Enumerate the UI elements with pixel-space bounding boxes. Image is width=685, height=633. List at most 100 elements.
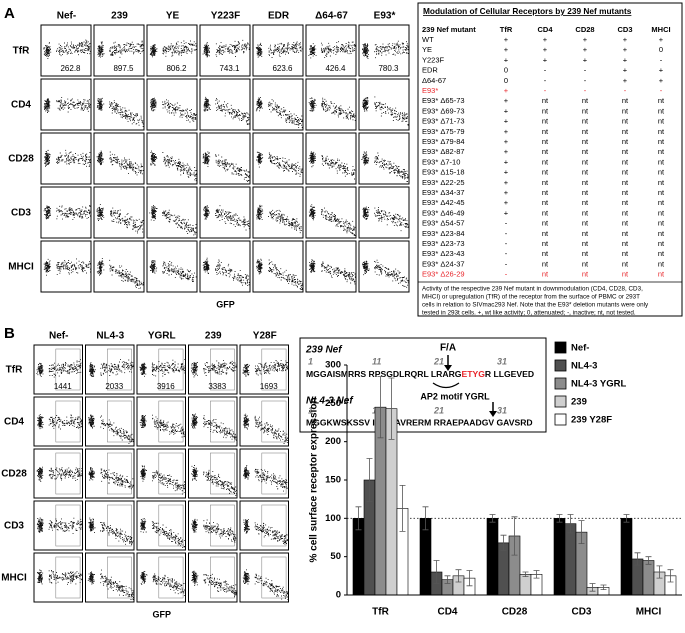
- dot-plot: [190, 360, 237, 378]
- table-cell: E93* Δ34-37: [422, 188, 465, 197]
- bar: [620, 518, 633, 596]
- table-cell: +: [583, 45, 588, 54]
- table-cell: nt: [582, 96, 589, 105]
- dot-plot: [96, 203, 144, 234]
- table-cell: +: [659, 66, 664, 75]
- dot-plot: [43, 39, 91, 59]
- table-cell: nt: [622, 137, 629, 146]
- motif-arrow: [432, 382, 460, 389]
- dot-plot: [96, 257, 144, 289]
- table-cell: 0: [504, 66, 508, 75]
- dot-plot: [203, 205, 250, 231]
- table-cell: nt: [622, 178, 629, 187]
- dot-plot: [191, 465, 237, 496]
- table-frame: [417, 2, 683, 317]
- table-cell: +: [623, 45, 628, 54]
- table-cell: nt: [622, 229, 629, 238]
- row-header: CD3: [4, 521, 24, 532]
- column-header: 239: [205, 331, 222, 342]
- table-header: TfR: [500, 25, 513, 34]
- table-header: CD4: [537, 25, 553, 34]
- table-cell: nt: [542, 127, 549, 136]
- dot-plot: [150, 97, 197, 123]
- error-bar: [522, 571, 529, 577]
- legend-label: 239 Y28F: [571, 415, 612, 426]
- dot-plot: [362, 40, 409, 60]
- table-cell: Y223F: [422, 55, 445, 64]
- table-cell: nt: [582, 117, 589, 126]
- table-cell: +: [504, 96, 509, 105]
- x-axis-label: GFP: [152, 609, 171, 619]
- plot-frame: [85, 552, 135, 603]
- table-cell: nt: [622, 239, 629, 248]
- table-cell: nt: [622, 249, 629, 258]
- table-cell: +: [623, 55, 628, 64]
- gate: [55, 348, 81, 391]
- dot-plot: [36, 517, 83, 535]
- row-header: TfR: [13, 46, 30, 57]
- table-cell: nt: [658, 239, 665, 248]
- gate: [261, 452, 287, 495]
- sequence-part: ETYG: [462, 369, 486, 379]
- dot-plot: [202, 151, 250, 182]
- plot-frame: [136, 500, 186, 551]
- table-cell: +: [504, 106, 509, 115]
- dot-plot: [242, 413, 289, 444]
- table-cell: nt: [582, 249, 589, 258]
- table-cell: nt: [542, 96, 549, 105]
- table-cell: +: [583, 55, 588, 64]
- table-cell: +: [504, 127, 509, 136]
- dot-plot: [191, 518, 237, 543]
- dot-plot: [309, 259, 356, 285]
- dot-plot: [308, 41, 356, 59]
- table-footnote: tested in 293t cells. +, wt like activit…: [422, 310, 636, 317]
- gate: [107, 452, 132, 495]
- table-footnote: Activity of the respective 239 Nef mutan…: [422, 286, 643, 293]
- table-cell: nt: [582, 208, 589, 217]
- plot-frame: [199, 78, 251, 131]
- table-cell: Δ64-67: [422, 76, 446, 85]
- dot-plot: [140, 465, 186, 495]
- table-cell: nt: [582, 229, 589, 238]
- gate: [210, 452, 235, 495]
- legend-label: NL4-3: [571, 361, 597, 372]
- column-header: EDR: [268, 11, 290, 22]
- table-cell: +: [504, 208, 509, 217]
- mfi-value: 1441: [54, 382, 72, 391]
- table-cell: 0: [659, 45, 663, 54]
- table-cell: nt: [582, 188, 589, 197]
- error-bar: [600, 584, 607, 591]
- table-cell: +: [504, 147, 509, 156]
- x-tick-label: TfR: [372, 607, 389, 618]
- bar: [486, 518, 499, 596]
- error-bar: [567, 514, 574, 534]
- legend-swatch: [554, 413, 567, 426]
- row-header: TfR: [6, 365, 23, 376]
- table-cell: nt: [582, 198, 589, 207]
- row-header: MHCI: [8, 262, 34, 273]
- table-cell: E93* Δ15-18: [422, 168, 465, 177]
- row-header: CD3: [11, 208, 31, 219]
- sequence-title: NL4-3 Nef: [306, 396, 354, 407]
- row-header: CD4: [4, 417, 24, 428]
- table-cell: nt: [622, 106, 629, 115]
- table-cell: nt: [658, 147, 665, 156]
- table-cell: EDR: [422, 66, 438, 75]
- table-cell: nt: [542, 147, 549, 156]
- table-cell: +: [543, 35, 548, 44]
- mfi-value: 426.4: [325, 64, 346, 73]
- table-cell: nt: [542, 208, 549, 217]
- table-cell: nt: [658, 270, 665, 279]
- row-header: MHCI: [1, 573, 27, 584]
- error-bar: [556, 514, 563, 523]
- mutation-label: F/A: [440, 343, 456, 354]
- y-tick-label: 50: [330, 551, 341, 562]
- motif-label: AP2 motif YGRL: [420, 391, 490, 401]
- plot-frame: [33, 552, 83, 603]
- table-cell: -: [505, 239, 508, 248]
- error-bar: [645, 556, 652, 565]
- position-number: 21: [433, 405, 444, 415]
- table-cell: nt: [582, 127, 589, 136]
- gate: [158, 400, 184, 443]
- position-number: 31: [497, 356, 507, 366]
